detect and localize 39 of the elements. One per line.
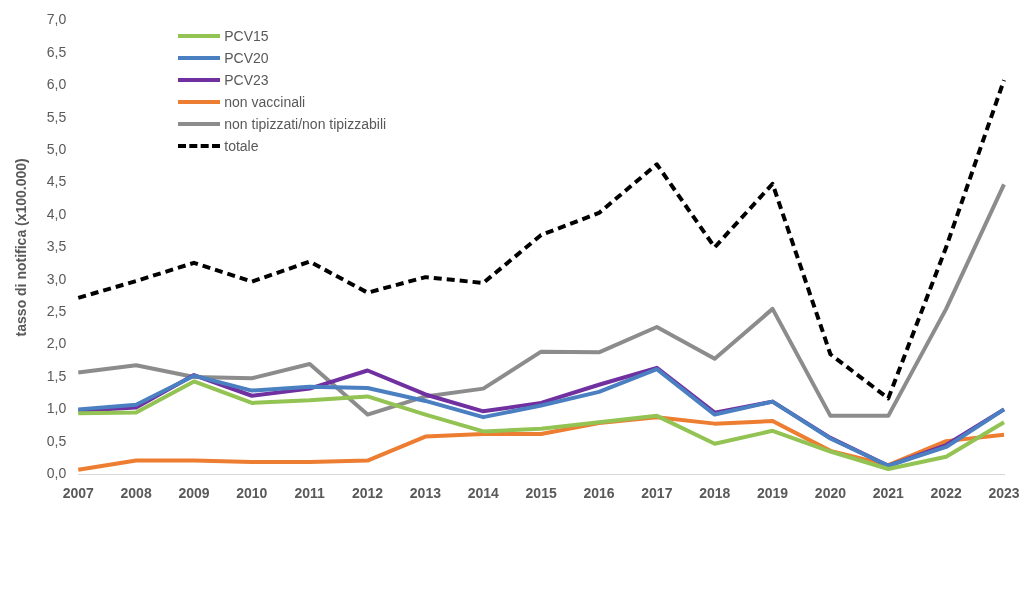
y-tick-label: 7,0 [46,11,67,28]
y-tick-label: 6,0 [46,76,67,93]
y-tick-label: 6,5 [46,43,67,60]
y-tick-label: 3,5 [46,238,67,255]
x-tick-label: 2018 [699,485,731,502]
y-tick-label: 5,5 [46,108,67,125]
x-tick-label: 2008 [120,485,152,502]
x-tick-label: 2023 [988,485,1020,502]
y-tick-label: 4,5 [46,173,67,190]
y-tick-label: 1,5 [46,367,67,384]
x-tick-label: 2009 [178,485,210,502]
y-tick-label: 1,0 [46,400,67,417]
x-tick-label: 2015 [525,485,557,502]
x-tick-label: 2020 [814,485,847,502]
y-tick-label: 3,0 [46,270,67,287]
y-tick-label: 2,5 [46,302,67,319]
legend-label: non tipizzati/non tipizzabili [224,115,387,135]
y-tick-label: 4,0 [46,205,67,222]
x-tick-label: 2017 [641,485,673,502]
legend-label: non vaccinali [224,93,306,113]
y-tick-label: 2,0 [46,335,67,352]
legend-label: totale [224,137,259,157]
legend-label: PCV23 [224,71,269,91]
legend-label: PCV15 [224,27,269,47]
x-tick-label: 2007 [62,485,95,502]
legend-label: PCV20 [224,49,269,69]
x-tick-label: 2013 [409,485,442,502]
x-tick-label: 2021 [872,485,905,502]
x-tick-label: 2014 [467,485,500,502]
x-tick-label: 2011 [294,485,326,502]
y-axis-title: tasso di notifica (x100.000) [13,158,30,337]
x-tick-label: 2019 [756,485,789,502]
x-tick-label: 2016 [583,485,615,502]
x-tick-label: 2022 [930,485,962,502]
y-tick-label: 0,0 [46,465,67,482]
x-tick-label: 2010 [236,485,268,502]
y-tick-label: 5,0 [46,140,67,157]
x-tick-label: 2012 [351,485,384,502]
y-tick-label: 0,5 [46,432,67,449]
